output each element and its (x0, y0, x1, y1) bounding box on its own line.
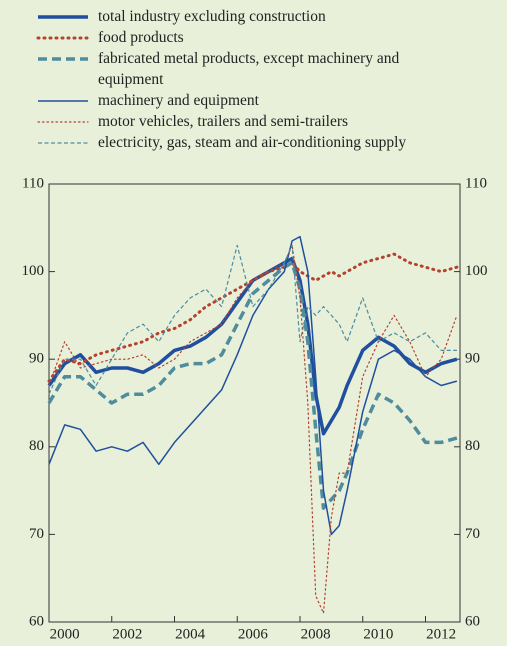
legend-label: electricity, gas, steam and air-conditio… (98, 134, 407, 151)
y-tick-label: 90 (29, 351, 44, 367)
y-tick-label: 80 (29, 438, 44, 454)
y2-tick-label: 80 (465, 438, 480, 454)
series-line (48, 244, 457, 395)
x-tick-label: 2000 (50, 626, 80, 642)
x-tick-label: 2012 (426, 626, 456, 642)
series-line (48, 244, 458, 614)
x-tick-label: 2002 (112, 626, 142, 642)
legend-swatch (38, 100, 88, 102)
legend-swatch (36, 36, 90, 40)
legend-item: fabricated metal products, except machin… (36, 48, 458, 90)
legend-item: motor vehicles, trailers and semi-traile… (36, 111, 458, 132)
y-tick-label: 110 (22, 175, 44, 191)
y2-tick-label: 110 (465, 175, 487, 191)
legend-label: total industry excluding construction (98, 8, 326, 25)
y2-tick-label: 70 (465, 526, 480, 542)
y2-tick-label: 90 (465, 351, 480, 367)
legend-label: fabricated metal products, except machin… (98, 50, 400, 88)
x-tick-label: 2006 (238, 626, 269, 642)
y2-tick-label: 60 (465, 613, 480, 629)
series-line (47, 261, 458, 510)
series-line (48, 235, 458, 536)
legend-item: food products (36, 27, 458, 48)
legend-swatch (37, 121, 89, 123)
legend-swatch (38, 15, 88, 19)
legend-item: machinery and equipment (36, 90, 458, 111)
y-tick-label: 60 (29, 613, 44, 629)
legend-label: machinery and equipment (98, 92, 259, 109)
y-tick-label: 70 (29, 526, 44, 542)
legend: total industry excluding construction foo… (36, 6, 458, 153)
x-tick-label: 2010 (363, 626, 393, 642)
legend-label: food products (98, 29, 184, 46)
x-tick-label: 2008 (301, 626, 331, 642)
legend-item: electricity, gas, steam and air-conditio… (36, 132, 458, 153)
y2-tick-label: 100 (465, 263, 488, 279)
x-tick-label: 2004 (175, 626, 206, 642)
legend-label: motor vehicles, trailers and semi-traile… (98, 113, 349, 130)
legend-swatch (38, 57, 88, 61)
legend-swatch (38, 142, 88, 144)
legend-item: total industry excluding construction (36, 6, 458, 27)
y-tick-label: 100 (22, 263, 45, 279)
